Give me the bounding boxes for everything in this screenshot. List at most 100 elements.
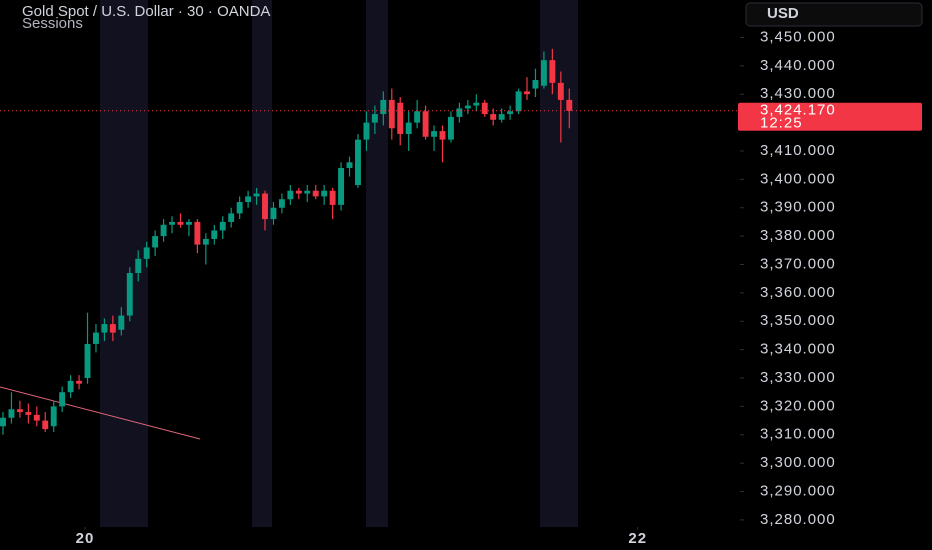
candle-body <box>363 122 370 140</box>
last-price-label: 3,424.170 <box>760 102 836 119</box>
last-price-tag <box>738 102 922 131</box>
candle-body <box>447 116 454 140</box>
candle-body <box>549 60 556 83</box>
candle-body <box>532 80 539 89</box>
candle-body <box>262 193 268 220</box>
candle-body <box>456 108 463 117</box>
candle-body <box>50 406 57 427</box>
candle-body <box>380 99 387 115</box>
candle-body <box>355 139 361 186</box>
candle-body <box>143 247 150 259</box>
currency-label[interactable]: USD <box>767 5 799 22</box>
y-tick-label: 3,430.000 <box>760 85 836 102</box>
candle-body <box>304 190 311 194</box>
candle-body <box>118 315 125 330</box>
candle-body <box>439 131 446 140</box>
candle-body <box>329 190 336 205</box>
candle-body <box>25 412 32 415</box>
candle-body <box>346 162 353 169</box>
candle-body <box>59 392 66 407</box>
y-tick-label: 3,360.000 <box>760 284 836 301</box>
candle-body <box>169 221 175 225</box>
y-tick-label: 3,340.000 <box>760 341 836 358</box>
candle-body <box>194 221 201 245</box>
candle-body <box>540 60 547 86</box>
candle-body <box>498 114 505 120</box>
candle-body <box>135 258 142 274</box>
candle-body <box>464 105 471 109</box>
currency-button[interactable] <box>745 2 923 27</box>
candle-body <box>16 409 23 413</box>
candle-body <box>278 199 285 208</box>
y-tick-label: 3,390.000 <box>760 199 836 216</box>
y-tick-label: 3,400.000 <box>760 170 836 187</box>
y-tick-label: 3,370.000 <box>760 255 836 272</box>
y-tick-label: 3,290.000 <box>760 482 836 499</box>
candle-body <box>397 102 404 134</box>
candle-body <box>33 414 40 421</box>
indicator-label: Sessions <box>22 15 83 32</box>
candle-body <box>473 102 480 106</box>
y-tick-label: 3,380.000 <box>760 227 836 244</box>
candle-body <box>524 91 530 95</box>
session-band <box>366 0 388 527</box>
candle-body <box>0 417 6 427</box>
candle-body <box>93 332 99 344</box>
y-tick-label: 3,330.000 <box>760 369 836 386</box>
y-tick-label: 3,350.000 <box>760 312 836 329</box>
candle-body <box>152 236 159 248</box>
candle-body <box>321 190 328 197</box>
candle-body <box>507 111 514 115</box>
candle-body <box>101 324 108 333</box>
candle-body <box>371 114 378 123</box>
candle-body <box>8 409 15 418</box>
candle-body <box>42 420 49 430</box>
plot <box>0 48 573 435</box>
y-tick-label: 3,300.000 <box>760 454 836 471</box>
candle-body <box>126 273 133 316</box>
countdown-label: 12:25 <box>760 115 803 132</box>
candle-body <box>557 82 564 100</box>
candle-body <box>338 168 345 205</box>
y-tick-label: 3,320.000 <box>760 397 836 414</box>
candle-body <box>202 238 209 245</box>
candle-body <box>228 213 235 222</box>
candle-body <box>312 190 319 197</box>
candle-body <box>185 221 192 225</box>
x-tick-label: 22 <box>628 530 647 547</box>
y-tick-label: 3,280.000 <box>760 511 836 528</box>
candle-body <box>245 196 252 203</box>
y-tick-label: 3,450.000 <box>760 28 836 45</box>
candle-body <box>270 207 277 220</box>
x-tick-label: 20 <box>76 530 95 547</box>
candle-body <box>76 380 83 384</box>
candle-body <box>490 114 497 120</box>
candle-body <box>481 102 488 115</box>
candle-body <box>287 190 294 200</box>
candle-body <box>515 91 522 112</box>
candle-body <box>295 190 302 194</box>
candle-body <box>236 202 243 214</box>
candle-body <box>566 99 573 111</box>
candle-body <box>67 380 74 393</box>
y-tick-label: 3,440.000 <box>760 57 836 74</box>
y-tick-label: 3,310.000 <box>760 426 836 443</box>
session-band <box>252 0 272 527</box>
candle-body <box>160 224 167 237</box>
y-tick-label: 3,410.000 <box>760 142 836 159</box>
candle-body <box>422 111 429 137</box>
candle-body <box>414 111 421 123</box>
candle-body <box>405 122 412 134</box>
trend-line <box>0 386 201 440</box>
candle-body <box>219 221 226 231</box>
candle-body <box>388 99 395 129</box>
candle-body <box>84 343 91 379</box>
candle-body <box>431 131 438 137</box>
candle-body <box>177 221 184 225</box>
chart-title: Gold Spot / U.S. Dollar · 30 · OANDA <box>22 3 270 20</box>
candle-body <box>253 193 260 197</box>
candle-body <box>211 230 218 239</box>
